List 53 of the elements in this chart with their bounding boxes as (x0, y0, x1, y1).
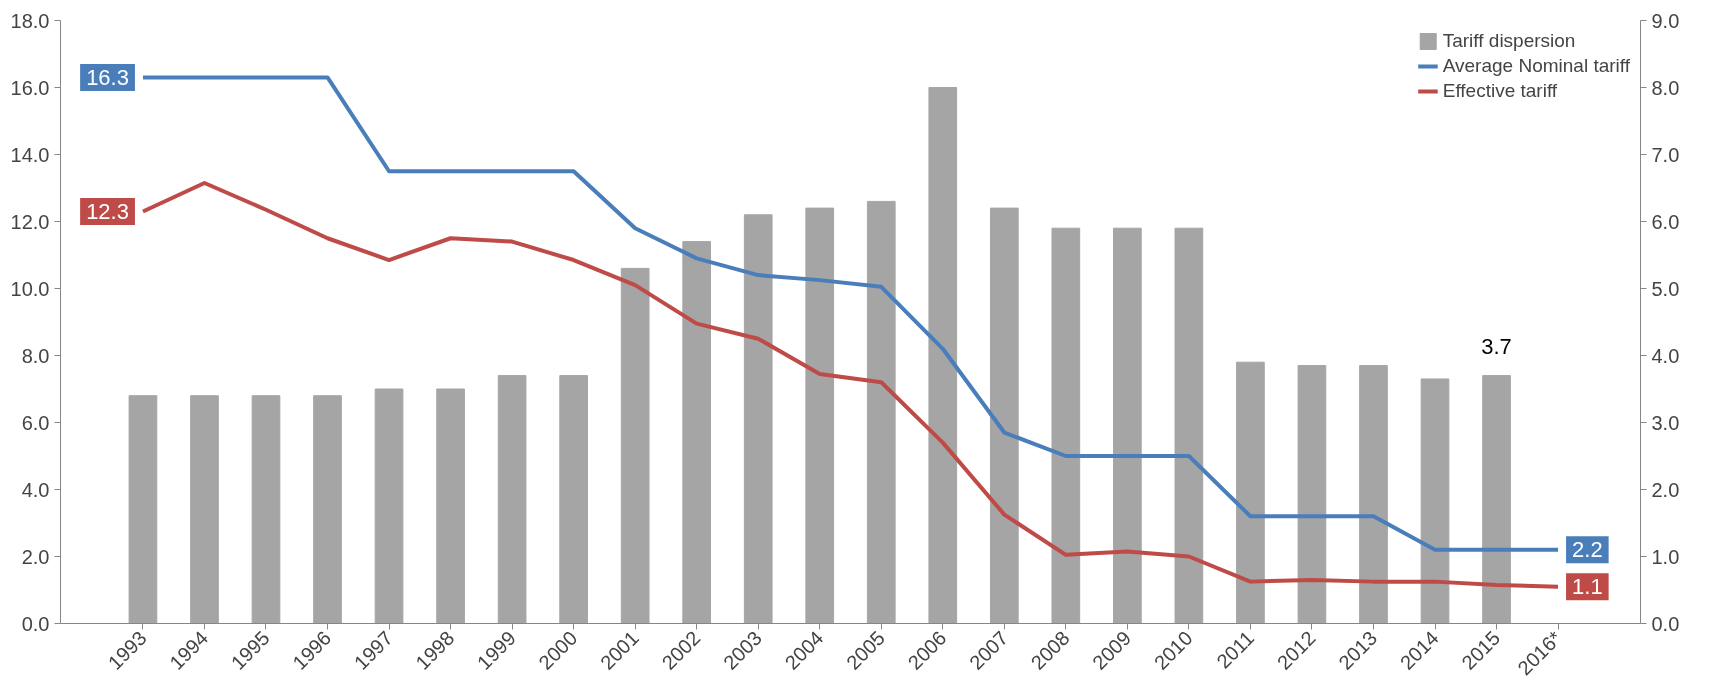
y2-tick-label: 8.0 (1651, 76, 1680, 99)
bar (866, 200, 896, 624)
y2-tick-label: 0.0 (1651, 612, 1680, 635)
y-tick-label: 18.0 (10, 9, 50, 32)
bar (620, 267, 650, 624)
y-tick-label: 16.0 (10, 76, 50, 99)
bar (743, 214, 773, 624)
bar (313, 395, 342, 624)
legend-label: Effective tariff (1442, 80, 1558, 102)
data-label: 2.2 (1572, 537, 1603, 563)
y2-tick-label: 7.0 (1651, 143, 1680, 166)
bar (374, 388, 404, 624)
bar (251, 395, 281, 624)
y2-tick-label: 9.0 (1651, 9, 1680, 32)
y-tick-label: 10.0 (10, 277, 50, 300)
data-label: 16.3 (86, 64, 129, 90)
y-tick-label: 0.0 (21, 612, 50, 635)
legend-label: Tariff dispersion (1442, 30, 1576, 52)
bar (1236, 361, 1265, 624)
y-tick-label: 14.0 (10, 143, 50, 166)
bar (1174, 227, 1204, 624)
y-tick-label: 12.0 (10, 210, 50, 233)
bar (805, 207, 835, 624)
bar (128, 395, 158, 624)
y-tick-label: 8.0 (21, 344, 50, 367)
bar (190, 395, 219, 624)
bar (559, 375, 588, 624)
y2-tick-label: 1.0 (1651, 545, 1680, 568)
y2-tick-label: 2.0 (1651, 478, 1680, 501)
bar (1051, 227, 1081, 624)
y-tick-label: 2.0 (21, 545, 50, 568)
bar (1297, 365, 1327, 624)
bar (1113, 227, 1142, 624)
data-label: 3.7 (1481, 333, 1512, 359)
y2-tick-label: 5.0 (1651, 277, 1680, 300)
bar (497, 375, 527, 624)
y2-tick-label: 4.0 (1651, 344, 1680, 367)
y-tick-label: 6.0 (21, 411, 50, 434)
data-label: 1.1 (1572, 574, 1603, 600)
bar (928, 87, 958, 624)
bar (1359, 365, 1388, 624)
y2-tick-label: 6.0 (1651, 210, 1680, 233)
data-label: 12.3 (86, 198, 129, 224)
bar (1482, 375, 1511, 624)
line-series (140, 75, 1561, 552)
bar (682, 241, 712, 624)
bar (1420, 378, 1450, 624)
legend-label: Average Nominal tariff (1442, 55, 1630, 77)
bar (436, 388, 465, 624)
bar (989, 207, 1019, 624)
y-tick-label: 4.0 (21, 478, 50, 501)
line-series (140, 180, 1561, 589)
y2-tick-label: 3.0 (1651, 411, 1680, 434)
